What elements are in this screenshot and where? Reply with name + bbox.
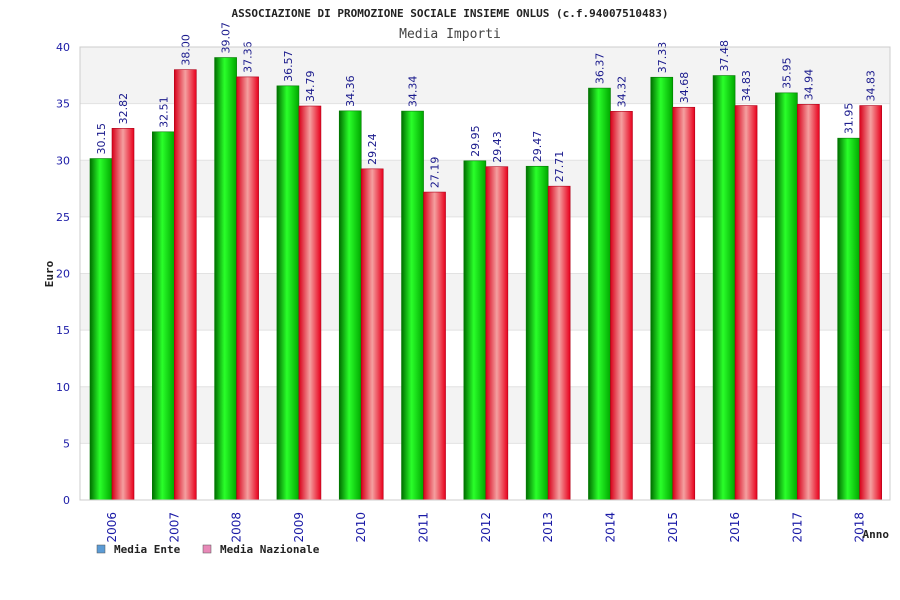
data-label: 32.82 — [117, 93, 130, 125]
bar-media-nazionale-2008 — [236, 76, 259, 501]
bar-media-nazionale-2012 — [485, 166, 509, 501]
data-label: 37.33 — [656, 42, 669, 74]
bar-media-ente-2017 — [775, 92, 798, 501]
y-tick-label: 5 — [63, 437, 70, 450]
data-label: 34.79 — [304, 71, 317, 103]
bar-media-nazionale-2011 — [423, 191, 446, 501]
bar-media-nazionale-2009 — [298, 105, 322, 501]
bar-media-nazionale-2013 — [547, 185, 571, 501]
bar-media-ente-2016 — [712, 75, 736, 501]
x-tick-label: 2013 — [541, 512, 555, 543]
bar-media-nazionale-2017 — [797, 104, 820, 501]
legend-label-media-ente: Media Ente — [114, 543, 181, 556]
bar-media-ente-2013 — [525, 165, 549, 501]
grid-band — [80, 47, 890, 104]
bar-media-ente-2008 — [214, 57, 237, 501]
bar-media-nazionale-2010 — [360, 168, 384, 501]
chart-title: ASSOCIAZIONE DI PROMOZIONE SOCIALE INSIE… — [231, 7, 668, 20]
y-tick-label: 40 — [56, 41, 70, 54]
bars — [89, 57, 882, 501]
x-tick-label: 2012 — [479, 512, 493, 543]
data-label: 29.24 — [366, 133, 379, 165]
data-label: 36.57 — [282, 50, 295, 82]
data-label: 39.07 — [220, 22, 233, 54]
bar-media-nazionale-2018 — [859, 105, 882, 501]
data-label: 29.47 — [531, 131, 544, 163]
y-tick-label: 25 — [56, 211, 70, 224]
x-tick-label: 2007 — [167, 512, 181, 543]
data-label: 37.36 — [242, 41, 255, 73]
data-label: 34.94 — [802, 69, 815, 101]
x-tick-label: 2006 — [105, 512, 119, 543]
bar-media-ente-2012 — [463, 160, 487, 501]
x-tick-label: 2018 — [853, 512, 867, 543]
legend-swatch-media-nazionale — [202, 544, 212, 554]
data-label: 30.15 — [95, 123, 108, 155]
x-tick-label: 2009 — [292, 512, 306, 543]
x-tick-label: 2017 — [790, 512, 804, 543]
y-tick-label: 10 — [56, 381, 70, 394]
bar-media-ente-2014 — [588, 87, 611, 501]
y-tick-label: 20 — [56, 268, 70, 281]
plot-frame — [79, 46, 891, 501]
bar-media-nazionale-2014 — [610, 111, 633, 501]
y-axis-ticks: 0 5 10 15 20 25 30 35 40 — [56, 41, 70, 507]
bar-media-ente-2006 — [89, 158, 113, 501]
grid-band — [80, 103, 890, 161]
y-tick-label: 35 — [56, 98, 70, 111]
data-label: 27.71 — [553, 151, 566, 183]
data-label: 38.00 — [179, 34, 192, 66]
data-label: 31.95 — [843, 103, 856, 135]
bar-media-ente-2018 — [837, 137, 860, 501]
data-labels: 30.15 32.82 32.51 38.00 39.07 37.36 36.57 34.79… — [95, 22, 878, 188]
bar-media-ente-2007 — [152, 131, 175, 501]
data-label: 34.36 — [344, 75, 357, 107]
bar-media-ente-2015 — [650, 76, 674, 501]
data-label: 36.37 — [593, 53, 606, 85]
y-tick-label: 0 — [63, 494, 70, 507]
chart-subtitle: Media Importi — [399, 27, 501, 42]
y-tick-label: 30 — [56, 154, 70, 167]
y-axis-label: Euro — [43, 260, 56, 287]
x-tick-label: 2016 — [728, 512, 742, 543]
x-tick-label: 2008 — [230, 512, 244, 543]
x-tick-label: 2010 — [354, 512, 368, 543]
data-label: 34.34 — [407, 76, 420, 108]
legend: Media Ente Media Nazionale — [96, 543, 320, 556]
bar-media-nazionale-2006 — [111, 128, 135, 501]
data-label: 35.95 — [780, 57, 793, 89]
data-label: 37.48 — [718, 40, 731, 72]
data-label: 29.95 — [469, 125, 482, 157]
data-label: 34.32 — [615, 76, 628, 108]
data-label: 29.43 — [491, 131, 504, 163]
bar-media-nazionale-2015 — [672, 106, 696, 501]
bar-media-ente-2010 — [338, 110, 362, 501]
legend-swatch-media-ente — [96, 544, 106, 554]
bar-media-ente-2011 — [401, 110, 424, 501]
bar-media-nazionale-2016 — [734, 105, 758, 501]
data-label: 27.19 — [429, 157, 442, 189]
data-label: 34.83 — [740, 70, 753, 102]
data-label: 34.68 — [678, 72, 691, 104]
x-tick-label: 2014 — [603, 512, 617, 543]
bar-media-ente-2009 — [276, 85, 300, 501]
legend-label-media-nazionale: Media Nazionale — [220, 543, 320, 556]
x-tick-label: 2011 — [417, 512, 431, 543]
data-label: 34.83 — [865, 70, 878, 102]
x-axis-ticks: 2006 2007 2008 2009 2010 2011 2012 2013 2014 2015… — [105, 512, 867, 543]
x-tick-label: 2015 — [666, 512, 680, 543]
data-label: 32.51 — [157, 96, 170, 128]
bar-media-nazionale-2007 — [174, 69, 197, 501]
x-axis-label: Anno — [863, 528, 890, 541]
y-tick-label: 15 — [56, 324, 70, 337]
